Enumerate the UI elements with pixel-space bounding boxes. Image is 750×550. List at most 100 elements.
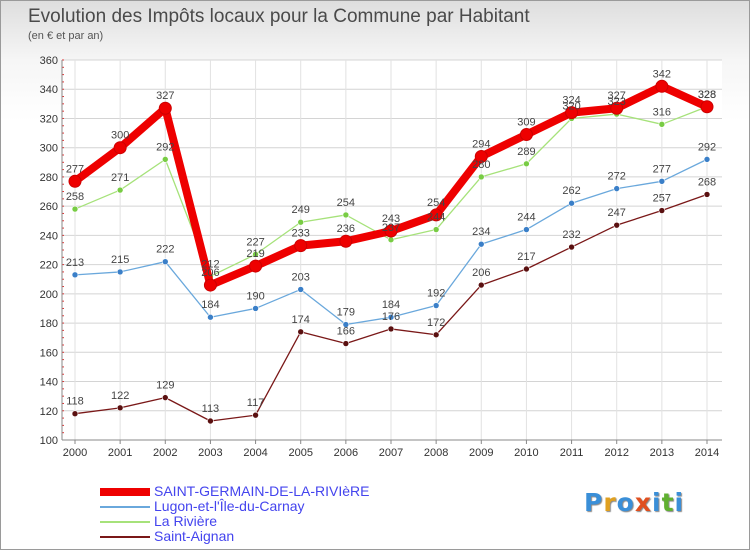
x-tick-label: 2000 [63, 447, 87, 459]
data-point [477, 240, 485, 248]
x-tick-label: 2003 [198, 447, 222, 459]
data-label: 316 [653, 106, 671, 118]
data-point [113, 141, 127, 155]
y-tick-label: 200 [40, 289, 58, 301]
data-label: 213 [66, 257, 84, 269]
data-label: 328 [698, 89, 716, 101]
data-point [568, 243, 575, 251]
data-point [116, 268, 124, 276]
data-label: 243 [382, 213, 400, 225]
data-point [432, 302, 440, 309]
data-point [294, 239, 308, 253]
data-label: 184 [201, 299, 219, 311]
x-tick-label: 2009 [469, 447, 493, 459]
logo-letter: P [584, 488, 604, 517]
data-label: 227 [246, 236, 264, 248]
data-point [161, 394, 169, 401]
y-tick-label: 120 [40, 406, 58, 418]
data-label: 294 [472, 138, 490, 150]
data-label: 179 [337, 307, 355, 319]
data-label: 328 [698, 89, 716, 101]
data-point [387, 236, 395, 244]
data-point [610, 101, 624, 115]
data-label: 277 [653, 163, 671, 175]
data-label: 327 [156, 90, 174, 102]
data-point [565, 106, 579, 120]
data-label: 280 [472, 159, 490, 171]
data-label: 244 [517, 212, 535, 224]
data-label: 289 [517, 146, 535, 158]
data-point [68, 174, 82, 188]
data-point [161, 258, 169, 265]
logo-letter: x [634, 488, 652, 517]
data-point [71, 410, 79, 417]
x-tick-label: 2010 [514, 447, 538, 459]
data-point [703, 191, 711, 198]
data-point [384, 224, 398, 238]
x-tick-label: 2005 [288, 447, 312, 459]
x-tick-label: 2014 [695, 447, 719, 459]
data-label: 292 [698, 141, 716, 153]
x-tick-label: 2004 [243, 447, 267, 459]
data-point [116, 404, 124, 412]
chart-subtitle: (en € et par an) [28, 30, 104, 42]
data-point [432, 226, 440, 233]
data-label: 192 [427, 288, 445, 300]
data-label: 300 [111, 130, 129, 142]
logo-letter: o [616, 488, 635, 517]
data-point [658, 178, 666, 185]
data-point [297, 218, 305, 226]
legend-swatch [100, 521, 150, 523]
data-label: 292 [156, 141, 174, 153]
data-label: 206 [201, 267, 219, 279]
data-label: 217 [517, 251, 535, 263]
data-point [432, 331, 440, 339]
y-tick-label: 100 [40, 435, 58, 447]
data-point [387, 313, 395, 321]
data-point [474, 149, 488, 163]
legend-swatch [100, 536, 150, 538]
data-point [658, 207, 666, 214]
data-label: 117 [247, 397, 265, 409]
data-point [116, 186, 124, 194]
data-label: 249 [292, 204, 310, 216]
y-tick-label: 340 [40, 84, 58, 96]
legend-swatch [100, 488, 150, 496]
logo-letter: i [674, 488, 685, 517]
data-label: 233 [292, 228, 310, 240]
x-tick-label: 2001 [108, 447, 132, 459]
x-tick-label: 2011 [560, 447, 584, 459]
data-label: 203 [292, 271, 310, 283]
legend-swatch [100, 506, 150, 508]
data-label: 244 [427, 212, 445, 224]
data-label: 272 [608, 171, 626, 183]
data-point [700, 100, 714, 114]
data-label: 176 [382, 311, 400, 323]
data-point [161, 156, 169, 163]
proxiti-logo: Proxiti [584, 488, 684, 517]
data-label: 172 [427, 317, 445, 329]
logo-letter: i [652, 488, 662, 517]
y-tick-label: 360 [40, 55, 58, 67]
data-label: 190 [246, 290, 264, 302]
data-label: 254 [427, 197, 445, 209]
data-point [523, 160, 530, 168]
y-tick-label: 260 [40, 201, 58, 213]
data-point [207, 313, 214, 321]
logo-letter: t [661, 488, 675, 517]
x-tick-label: 2008 [424, 447, 448, 459]
data-point [297, 286, 305, 293]
data-point [71, 205, 79, 213]
data-point [477, 173, 485, 181]
data-label: 166 [337, 326, 355, 338]
data-label: 212 [201, 258, 219, 270]
data-label: 222 [156, 244, 174, 256]
data-point [342, 321, 350, 328]
x-tick-label: 2012 [604, 447, 628, 459]
data-point [339, 234, 353, 248]
data-label: 215 [111, 254, 129, 266]
data-point [342, 340, 350, 347]
x-tick-label: 2013 [650, 447, 674, 459]
y-tick-label: 300 [40, 143, 58, 155]
